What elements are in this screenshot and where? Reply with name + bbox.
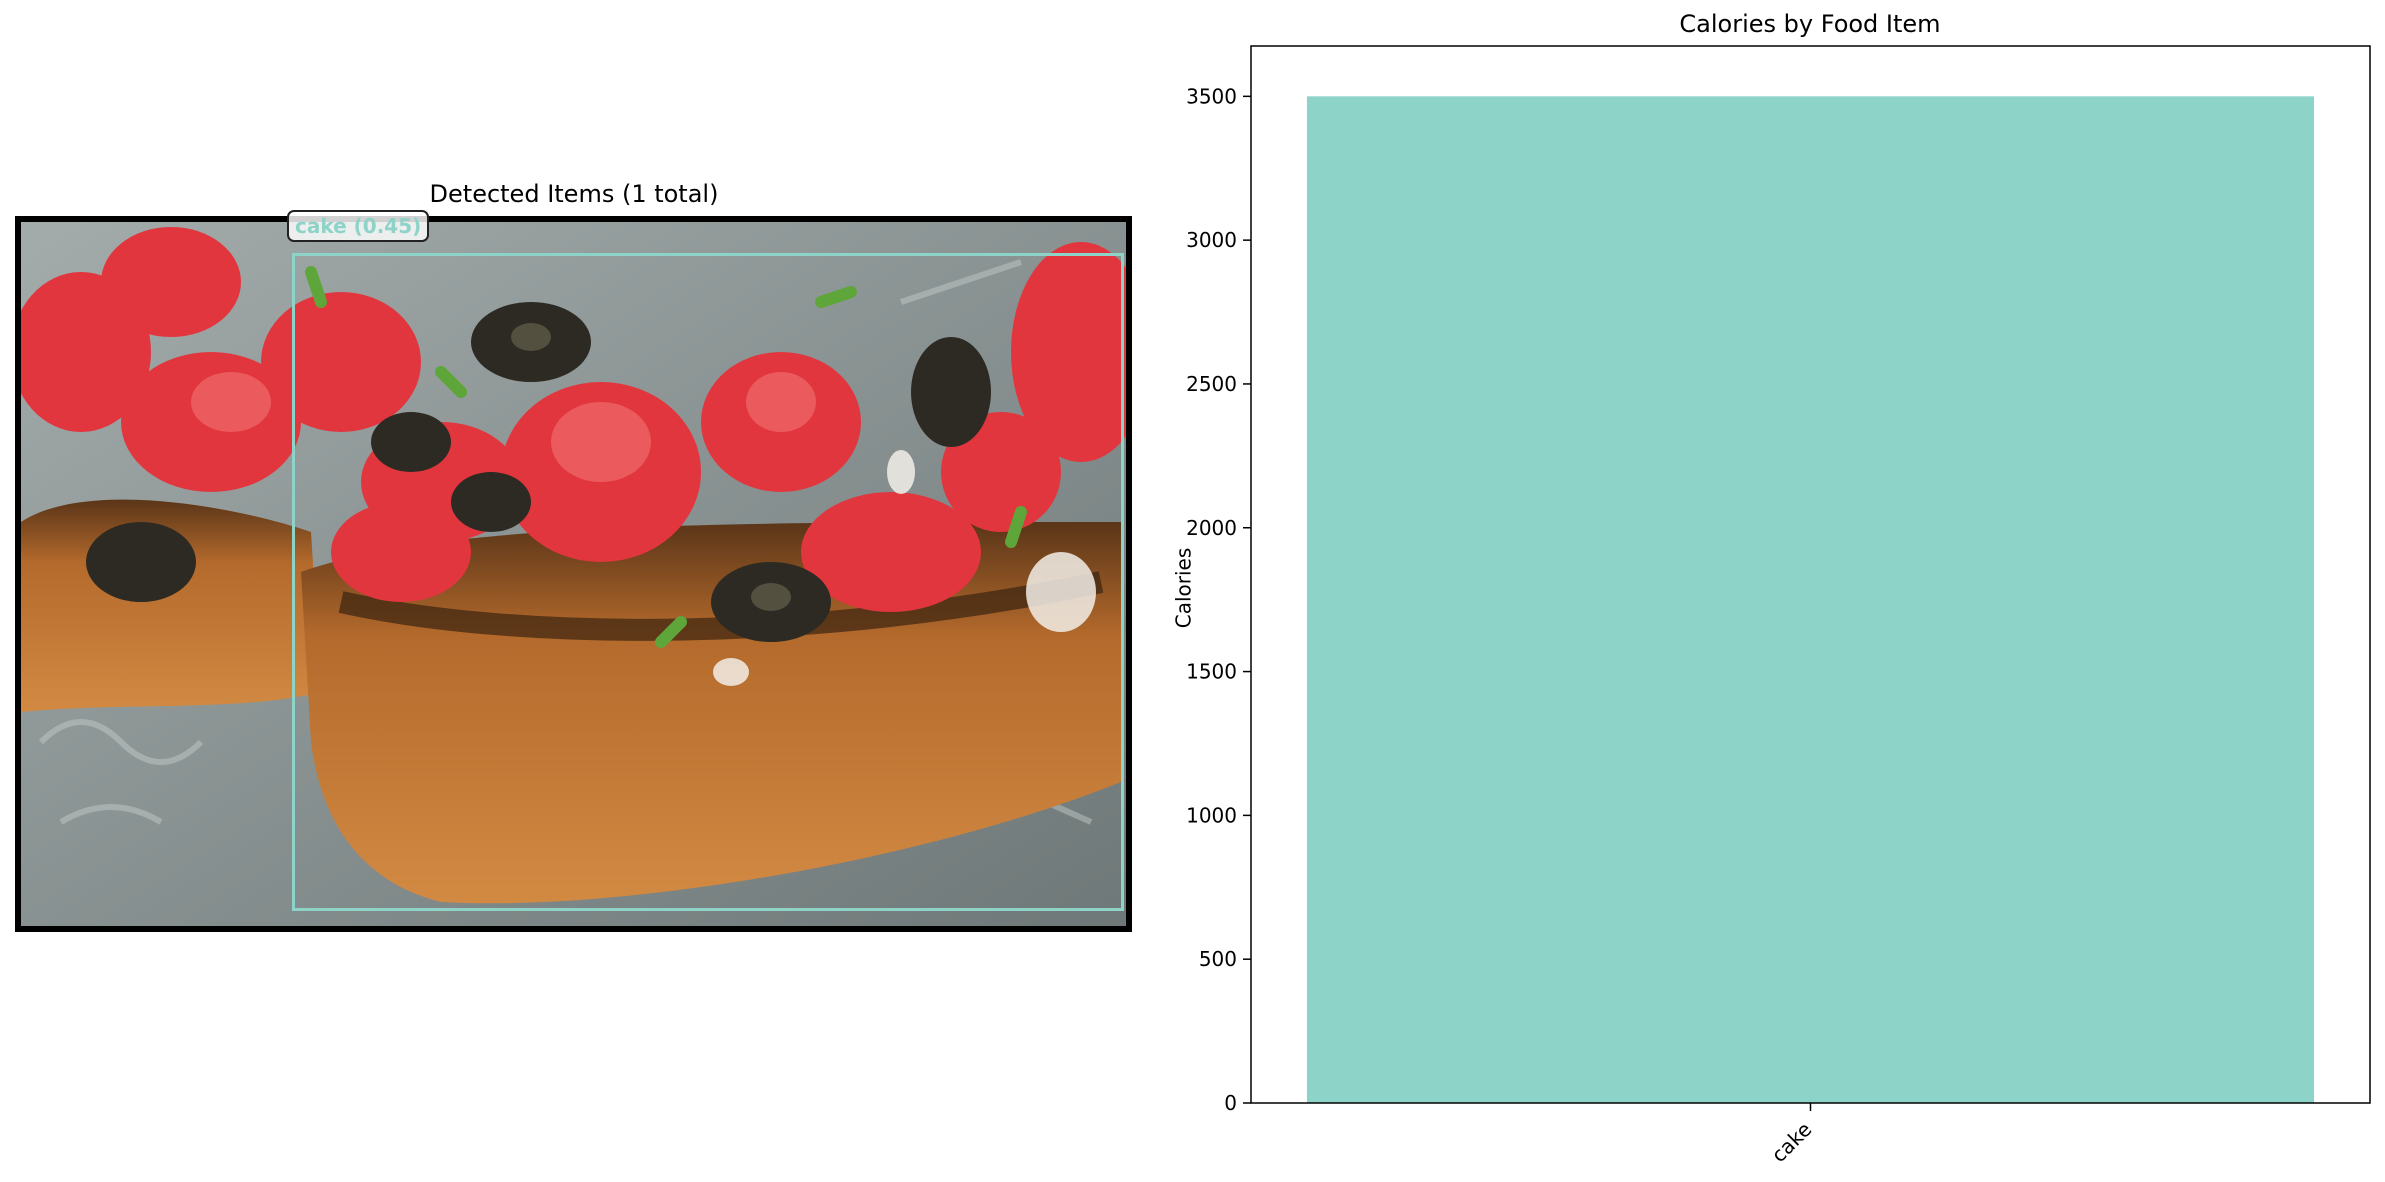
x-tick-label-cake: cake: [1767, 1117, 1817, 1167]
detection-box-label: cake (0.45): [287, 210, 430, 242]
food-photo: [15, 216, 1132, 932]
y-tick-label-1500: 1500: [1186, 660, 1237, 684]
y-tick-label-0: 0: [1224, 1091, 1237, 1115]
bar-cake: [1306, 96, 2315, 1104]
y-tick-label-3000: 3000: [1186, 228, 1237, 252]
detection-bounding-box: [292, 253, 1124, 911]
chart-title: Calories by Food Item: [1679, 10, 1941, 38]
y-tick-label-3500: 3500: [1186, 84, 1237, 108]
food-photo-illustration: [21, 222, 1126, 926]
plot-frame: [1250, 45, 2371, 1104]
y-tick-label-1000: 1000: [1186, 803, 1237, 827]
detection-title: Detected Items (1 total): [429, 180, 719, 208]
y-tick-label-2500: 2500: [1186, 372, 1237, 396]
y-tick-label-500: 500: [1199, 947, 1237, 971]
y-tick-label-2000: 2000: [1186, 516, 1237, 540]
